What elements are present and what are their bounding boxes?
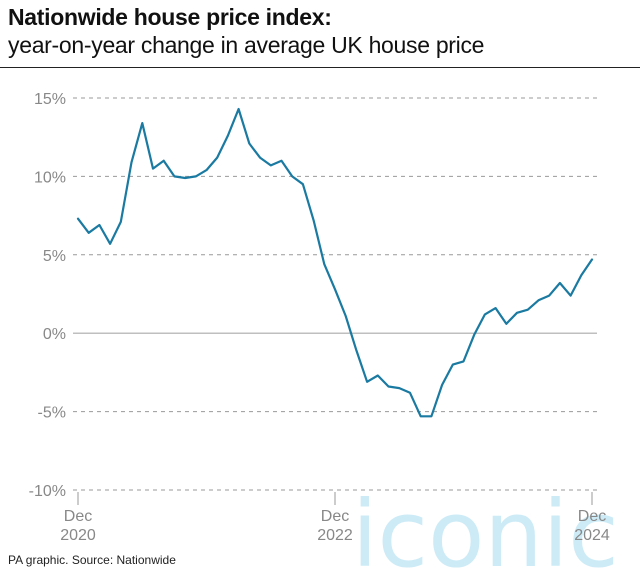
y-tick-label: 15% <box>34 91 66 108</box>
watermark-text: iconic <box>352 481 619 575</box>
x-axis-ticks: Dec 2020 Dec 2022 Dec 2024 <box>60 492 610 544</box>
series-line <box>76 107 594 418</box>
x-tick-label: 2022 <box>317 527 353 544</box>
chart-subtitle: year-on-year change in average UK house … <box>8 32 485 58</box>
y-tick-label: 0% <box>43 326 66 343</box>
y-tick-label: -10% <box>29 483 66 500</box>
series <box>76 107 594 418</box>
y-tick-label: 10% <box>34 169 66 186</box>
watermark: iconic <box>352 481 619 575</box>
x-tick-label: 2020 <box>60 527 96 544</box>
y-tick-label: -5% <box>38 405 66 422</box>
y-tick-label: 5% <box>43 248 66 265</box>
header-divider <box>0 67 640 68</box>
x-tick-label: Dec <box>578 508 606 525</box>
y-axis-tick-labels: 15% 10% 5% 0% -5% -10% <box>29 91 66 500</box>
chart-title: Nationwide house price index: <box>8 4 332 30</box>
gridlines <box>73 97 597 491</box>
x-tick-label: Dec <box>64 508 92 525</box>
x-tick-label: Dec <box>321 508 349 525</box>
x-tick-label: 2024 <box>574 527 610 544</box>
source-note: PA graphic. Source: Nationwide <box>8 553 176 567</box>
